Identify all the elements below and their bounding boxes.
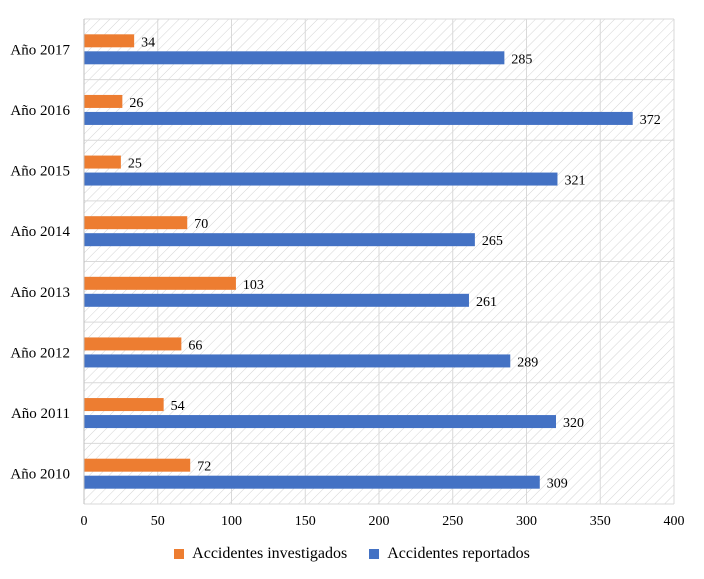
x-tick-label: 400 bbox=[664, 514, 685, 529]
legend-item-investigados: Accidentes investigados bbox=[174, 545, 347, 563]
bar-investigados bbox=[84, 216, 188, 230]
x-tick-label: 200 bbox=[369, 514, 390, 529]
x-tick-label: 150 bbox=[295, 514, 316, 529]
category-label: Año 2015 bbox=[10, 164, 70, 180]
bar-reportados bbox=[84, 233, 475, 247]
bar-investigados bbox=[84, 34, 135, 48]
data-label: 289 bbox=[517, 355, 538, 370]
bar-reportados bbox=[84, 475, 540, 489]
x-tick-label: 350 bbox=[590, 514, 611, 529]
bar-investigados bbox=[84, 337, 182, 351]
data-label: 66 bbox=[188, 338, 202, 353]
data-label: 72 bbox=[197, 460, 211, 475]
category-label: Año 2011 bbox=[11, 406, 70, 422]
bar-reportados bbox=[84, 172, 558, 186]
data-label: 26 bbox=[129, 96, 143, 111]
bar-investigados bbox=[84, 458, 191, 472]
category-label: Año 2010 bbox=[10, 467, 70, 483]
data-label: 265 bbox=[482, 234, 503, 249]
legend-swatch-investigados bbox=[174, 549, 185, 559]
legend-swatch-reportados bbox=[369, 549, 380, 559]
bar-reportados bbox=[84, 111, 633, 125]
category-label: Año 2017 bbox=[10, 42, 70, 58]
data-label: 34 bbox=[141, 35, 155, 50]
category-label: Año 2016 bbox=[10, 103, 70, 119]
bar-investigados bbox=[84, 276, 236, 290]
legend-label-investigados: Accidentes investigados bbox=[192, 545, 348, 562]
x-tick-label: 300 bbox=[516, 514, 537, 529]
data-label: 320 bbox=[563, 416, 584, 431]
bar-reportados bbox=[84, 354, 511, 368]
data-label: 261 bbox=[476, 295, 497, 310]
legend: Accidentes investigados Accidentes repor… bbox=[0, 540, 704, 568]
bar-reportados bbox=[84, 293, 469, 307]
bar-investigados bbox=[84, 398, 164, 412]
bar-investigados bbox=[84, 155, 121, 169]
data-label: 25 bbox=[128, 157, 142, 172]
data-label: 321 bbox=[564, 174, 585, 189]
chart-svg: Año 2017 34 285 Año 2016 26 372 Año 2015 25 321 A… bbox=[10, 18, 685, 529]
bar-reportados bbox=[84, 51, 505, 65]
legend-label-reportados: Accidentes reportados bbox=[387, 545, 530, 562]
bars-layer bbox=[84, 34, 633, 489]
bar-investigados bbox=[84, 94, 123, 108]
x-tick-label: 250 bbox=[442, 514, 463, 529]
x-tick-label: 0 bbox=[81, 514, 88, 529]
bar-reportados bbox=[84, 415, 556, 429]
x-tick-label: 100 bbox=[221, 514, 242, 529]
x-tick-label: 50 bbox=[151, 514, 165, 529]
data-label: 309 bbox=[547, 477, 568, 492]
category-label: Año 2014 bbox=[10, 224, 70, 240]
legend-item-reportados: Accidentes reportados bbox=[369, 545, 530, 563]
category-label: Año 2013 bbox=[10, 285, 70, 301]
data-label: 70 bbox=[194, 217, 208, 232]
axis-layer: 0 50 100 150 200 250 300 350 400 bbox=[81, 19, 685, 529]
category-label: Año 2012 bbox=[10, 345, 70, 361]
data-label: 103 bbox=[243, 278, 264, 293]
data-label: 372 bbox=[640, 113, 661, 128]
labels-layer: Año 2017 34 285 Año 2016 26 372 Año 2015 25 321 A… bbox=[10, 35, 660, 491]
data-label: 54 bbox=[171, 399, 185, 414]
grid-layer bbox=[83, 18, 675, 505]
data-label: 285 bbox=[511, 52, 532, 67]
